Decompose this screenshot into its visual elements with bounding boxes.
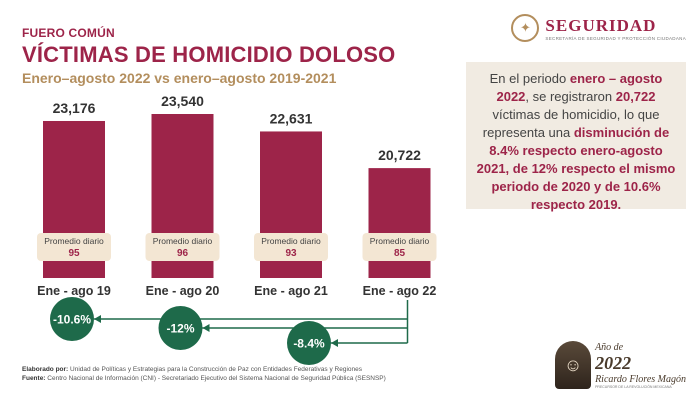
header: FUERO COMÚN VÍCTIMAS DE HOMICIDIO DOLOSO… xyxy=(22,26,396,86)
brand-sub: Precursor de la Revolución Mexicana xyxy=(595,385,672,389)
daily-label-2: Promedio diario xyxy=(261,236,321,246)
daily-value-0: 95 xyxy=(68,248,80,259)
daily-value-3: 85 xyxy=(394,248,406,259)
summary-bold-1: enero – agosto 2022 xyxy=(496,71,663,104)
seguridad-logo: ✦ SEGURIDAD Secretaría de Seguridad y Pr… xyxy=(511,14,686,42)
daily-label-3: Promedio diario xyxy=(370,236,430,246)
arrow-0 xyxy=(94,315,101,323)
logo-sub: Secretaría de Seguridad y Protección Ciu… xyxy=(545,35,686,41)
category-label-0: Ene - ago 19 xyxy=(37,284,111,298)
summary-text-3: víctimas de homicidio, lo que representa… xyxy=(482,107,660,140)
summary-bold-3: disminución de 8.4% respecto enero-agost… xyxy=(476,125,676,212)
value-label-3: 20,722 xyxy=(378,147,421,163)
summary-text-1: En el periodo xyxy=(489,71,570,86)
brand-anio: Año de xyxy=(595,342,624,353)
footer: Elaborado por: Unidad de Políticas y Est… xyxy=(22,365,386,383)
badge-0 xyxy=(50,297,94,341)
value-label-2: 22,631 xyxy=(270,110,313,126)
eyebrow: FUERO COMÚN xyxy=(22,26,115,40)
summary-bold-2: 20,722 xyxy=(615,89,656,104)
daily-box-3 xyxy=(362,233,437,261)
arrow-2 xyxy=(331,339,338,347)
portrait-icon: ☺ xyxy=(555,341,592,389)
fuente-label: Fuente: xyxy=(22,375,46,382)
value-label-0: 23,176 xyxy=(53,100,96,116)
year-brand: ☺ Año de 2022 Ricardo Flores Magón Precu… xyxy=(555,341,686,389)
arrow-1 xyxy=(202,324,210,332)
summary-box: En el periodo enero – agosto 2022, se re… xyxy=(466,62,686,212)
badge-label-1: -12% xyxy=(166,322,194,336)
category-label-1: Ene - ago 20 xyxy=(146,284,220,298)
badge-2 xyxy=(287,321,331,365)
brand-name: Ricardo Flores Magón xyxy=(595,374,686,385)
badge-1 xyxy=(158,306,203,350)
page-subtitle: Enero–agosto 2022 vs enero–agosto 2019-2… xyxy=(22,70,337,86)
bar-3 xyxy=(368,168,431,278)
category-label-2: Ene - ago 21 xyxy=(254,284,328,298)
category-label-3: Ene - ago 22 xyxy=(363,284,437,298)
logo-name: SEGURIDAD xyxy=(545,15,657,35)
daily-value-2: 93 xyxy=(285,248,297,259)
eagle-seal-icon: ✦ xyxy=(511,14,540,42)
daily-box-2 xyxy=(254,233,328,261)
fuente-text: Centro Nacional de Información (CNI) - S… xyxy=(45,375,386,382)
summary-text-2: , se registraron xyxy=(525,89,616,104)
daily-label-0: Promedio diario xyxy=(44,236,104,246)
daily-value-1: 96 xyxy=(177,248,189,259)
value-label-1: 23,540 xyxy=(161,93,204,109)
badge-label-2: -8.4% xyxy=(293,337,325,351)
page-title: VÍCTIMAS DE HOMICIDIO DOLOSO xyxy=(22,42,396,67)
elaborado-text: Unidad de Políticas y Estrategias para l… xyxy=(68,366,362,373)
daily-box-1 xyxy=(145,233,220,261)
daily-label-1: Promedio diario xyxy=(153,236,213,246)
daily-box-0 xyxy=(37,233,111,261)
elaborado-label: Elaborado por: xyxy=(22,366,69,373)
badge-label-0: -10.6% xyxy=(53,313,91,327)
brand-year: 2022 xyxy=(595,353,632,373)
